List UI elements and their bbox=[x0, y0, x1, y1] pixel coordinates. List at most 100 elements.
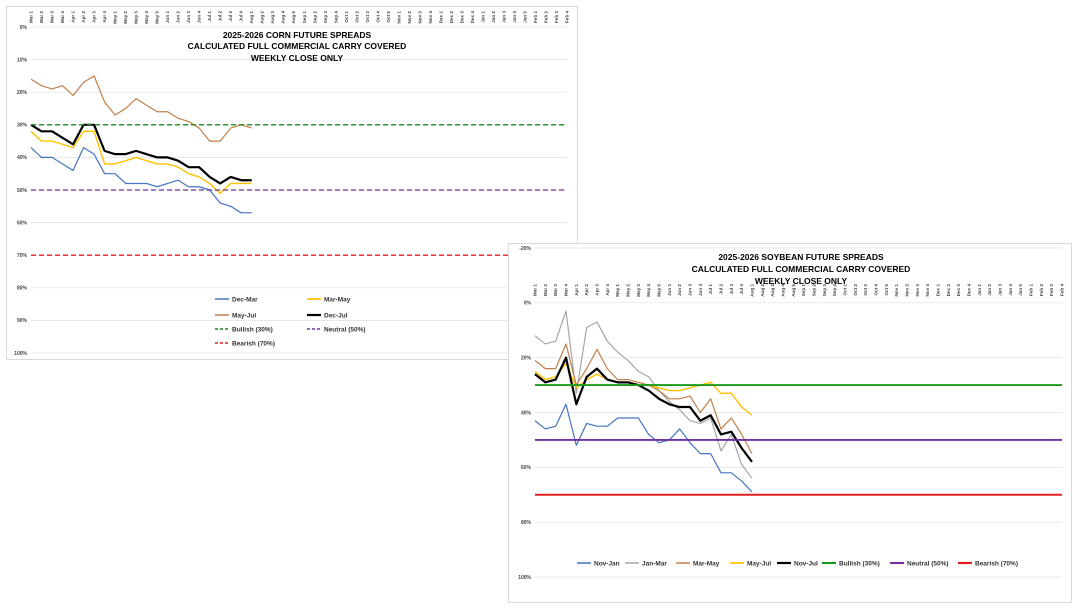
soy-legend-label-nov-jul: Nov-Jul bbox=[794, 560, 818, 567]
corn-y-tick-label: 30% bbox=[17, 123, 28, 129]
soy-x-tick-label: May 3 bbox=[636, 284, 641, 297]
corn-title-line: CALCULATED FULL COMMERCIAL CARRY COVERED bbox=[188, 41, 407, 51]
corn-x-tick-label: Oct 2 bbox=[354, 11, 359, 23]
corn-y-tick-label: 90% bbox=[17, 318, 28, 324]
soy-x-tick-label: Apr 4 bbox=[605, 284, 610, 296]
corn-chart-panel: 0% 10% 20% 30% 40% 50% 60% 70% 80% 90% 100% Mar 1 Ma… bbox=[6, 6, 578, 360]
soy-x-tick-label: Jan 3 bbox=[998, 284, 1003, 296]
soy-x-tick-label: Dec 3 bbox=[956, 284, 961, 297]
corn-x-axis: Mar 1 Mar 2 Mar 3 Mar 4 Apr 1 Apr 2 Apr 3 Apr 4… bbox=[29, 11, 570, 24]
corn-x-tick-label: Dec 4 bbox=[470, 11, 475, 24]
corn-x-tick-label: Jul 2 bbox=[218, 11, 223, 22]
soy-y-tick-label: 80% bbox=[521, 520, 532, 526]
corn-x-tick-label: Sep 3 bbox=[323, 11, 328, 24]
soybean-spreads-chart: -20%0%20%40%60%80%100%Mar 1 Mar 2 Mar 3 Mar… bbox=[518, 246, 1064, 581]
corn-x-tick-label: Aug 5 bbox=[291, 11, 296, 24]
corn-x-tick-label: Jun 2 bbox=[176, 11, 181, 23]
corn-legend-label-neutral-50: Neutral (50%) bbox=[324, 326, 366, 333]
soy-x-tick-label: Jun 1 bbox=[667, 284, 672, 296]
soy-title-line: WEEKLY CLOSE ONLY bbox=[755, 276, 848, 286]
corn-x-tick-label: Oct 5 bbox=[386, 11, 391, 23]
soy-x-tick-label: Jan 4 bbox=[1008, 284, 1013, 296]
soy-x-tick-label: Aug 5 bbox=[791, 284, 796, 297]
soy-x-tick-label: Mar 3 bbox=[553, 284, 558, 296]
soy-x-tick-label: Apr 3 bbox=[595, 284, 600, 296]
soy-y-tick-label: 0% bbox=[524, 301, 532, 307]
soy-x-tick-label: Nov 1 bbox=[894, 284, 899, 297]
soy-series-group bbox=[534, 310, 1062, 496]
corn-x-tick-label: Apr 1 bbox=[71, 11, 76, 23]
corn-legend-label-bearish-70: Bearish (70%) bbox=[232, 340, 275, 347]
corn-x-tick-label: Jun 1 bbox=[165, 11, 170, 23]
corn-x-tick-label: Nov 2 bbox=[407, 11, 412, 24]
corn-x-tick-label: Jun 3 bbox=[186, 11, 191, 23]
soy-x-tick-label: Sep 3 bbox=[822, 284, 827, 297]
soy-y-tick-label: 100% bbox=[518, 575, 531, 581]
corn-y-tick-label: 80% bbox=[17, 286, 28, 292]
soy-x-tick-label: Jun 4 bbox=[698, 284, 703, 296]
soy-x-tick-label: Dec 2 bbox=[946, 284, 951, 297]
corn-x-tick-label: May 4 bbox=[144, 11, 149, 24]
soy-x-tick-label: Oct 1 bbox=[843, 284, 848, 296]
soy-x-tick-label: Sep 4 bbox=[832, 284, 837, 297]
corn-x-tick-label: Mar 1 bbox=[29, 11, 34, 23]
soy-x-tick-label: Jul 3 bbox=[729, 284, 734, 295]
soy-title-line: 2025-2026 SOYBEAN FUTURE SPREADS bbox=[718, 252, 884, 262]
soy-x-tick-label: Oct 3 bbox=[863, 284, 868, 296]
corn-series-mar-may bbox=[30, 130, 252, 194]
corn-x-tick-label: May 5 bbox=[155, 11, 160, 24]
corn-x-tick-label: Jan 5 bbox=[522, 11, 527, 23]
corn-x-tick-label: Sep 4 bbox=[333, 11, 338, 24]
corn-chart-title: 2025-2026 CORN FUTURE SPREADSCALCULATED … bbox=[188, 30, 407, 63]
soy-x-tick-label: Nov 3 bbox=[915, 284, 920, 297]
corn-x-tick-label: Aug 1 bbox=[249, 11, 254, 24]
corn-x-tick-label: Aug 4 bbox=[281, 11, 286, 24]
soy-x-tick-label: Feb 2 bbox=[1039, 284, 1044, 296]
corn-y-tick-label: 40% bbox=[17, 155, 28, 161]
corn-x-tick-label: May 1 bbox=[113, 11, 118, 24]
soy-series-jan-mar bbox=[534, 310, 753, 479]
corn-x-tick-label: May 3 bbox=[134, 11, 139, 24]
soy-x-tick-label: Feb 3 bbox=[1049, 284, 1054, 296]
soy-x-tick-label: May 4 bbox=[646, 284, 651, 297]
corn-x-tick-label: Jun 4 bbox=[197, 11, 202, 23]
corn-y-tick-label: 0% bbox=[20, 25, 28, 31]
soy-y-tick-label: 20% bbox=[521, 355, 532, 361]
soy-x-tick-label: Mar 2 bbox=[543, 284, 548, 296]
soy-legend-label-nov-jan: Nov-Jan bbox=[594, 560, 620, 567]
soy-x-tick-label: Aug 3 bbox=[770, 284, 775, 297]
soy-legend-label-bullish-30: Bullish (30%) bbox=[839, 560, 880, 567]
corn-series-may-jul bbox=[30, 75, 252, 142]
soy-chart-title: 2025-2026 SOYBEAN FUTURE SPREADS CALCULAT… bbox=[692, 252, 911, 286]
corn-x-tick-label: Mar 3 bbox=[50, 11, 55, 23]
corn-x-tick-label: Feb 4 bbox=[565, 11, 570, 23]
corn-x-tick-label: Oct 4 bbox=[375, 11, 380, 23]
soy-legend-label-neutral-50: Neutral (50%) bbox=[907, 560, 949, 567]
soy-x-tick-label: Mar 4 bbox=[564, 284, 569, 296]
corn-series-dec-jul bbox=[30, 123, 252, 185]
corn-y-tick-label: 70% bbox=[17, 253, 28, 259]
corn-y-axis: 0% 10% 20% 30% 40% 50% 60% 70% 80% 90% 100% bbox=[14, 25, 27, 357]
soy-x-tick-label: Oct 5 bbox=[884, 284, 889, 296]
soy-x-tick-label: Jul 4 bbox=[739, 284, 744, 295]
soy-x-tick-label: Mar 1 bbox=[533, 284, 538, 296]
corn-title-line: WEEKLY CLOSE ONLY bbox=[251, 53, 344, 63]
corn-legend-label-dec-jul: Dec-Jul bbox=[324, 312, 348, 319]
soy-legend-label-bearish-70: Bearish (70%) bbox=[975, 560, 1018, 567]
corn-x-tick-label: Oct 3 bbox=[365, 11, 370, 23]
soy-y-tick-label: -20% bbox=[519, 246, 531, 252]
corn-x-tick-label: Feb 2 bbox=[543, 11, 548, 23]
corn-x-tick-label: Aug 3 bbox=[270, 11, 275, 24]
soy-legend-label-may-jul: May-Jul bbox=[747, 560, 771, 567]
corn-x-tick-label: Sep 2 bbox=[312, 11, 317, 24]
soy-x-tick-label: Jul 2 bbox=[719, 284, 724, 295]
soy-x-tick-label: Apr 1 bbox=[574, 284, 579, 296]
corn-legend-label-mar-may: Mar-May bbox=[324, 296, 351, 303]
soy-x-tick-label: Nov 2 bbox=[905, 284, 910, 297]
soy-series-nov-jan bbox=[534, 403, 753, 493]
soy-x-tick-label: Nov 4 bbox=[925, 284, 930, 297]
corn-x-tick-label: Jan 1 bbox=[480, 11, 485, 23]
soy-x-tick-label: Apr 2 bbox=[584, 284, 589, 296]
soy-x-tick-label: Dec 4 bbox=[967, 284, 972, 297]
corn-y-tick-label: 20% bbox=[17, 90, 28, 96]
